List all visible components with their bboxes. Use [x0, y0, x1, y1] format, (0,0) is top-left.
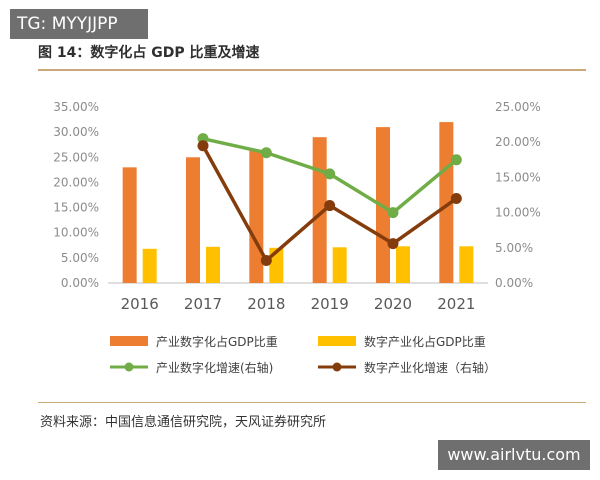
left-tick-label: 30.00%	[53, 125, 99, 139]
line-point	[450, 193, 462, 205]
tag-label: TG: MYYJJPP	[10, 9, 148, 39]
left-tick-label: 10.00%	[53, 226, 99, 240]
right-tick-label: 15.00%	[495, 170, 541, 184]
x-tick-label: 2018	[247, 295, 285, 313]
source-divider	[38, 402, 586, 403]
line-point	[197, 140, 209, 152]
x-tick-label: 2020	[374, 295, 412, 313]
line-point	[387, 238, 399, 250]
x-tick-label: 2017	[184, 295, 222, 313]
line-point	[324, 168, 336, 180]
chart-title: 图 14：数字化占 GDP 比重及增速	[38, 45, 260, 61]
bar	[332, 247, 347, 283]
line-point	[260, 254, 272, 266]
lines-layer	[197, 133, 462, 266]
bar	[249, 149, 264, 283]
legend-marker	[124, 362, 134, 372]
legend-label: 数字产业化增速（右轴）	[364, 360, 496, 375]
right-tick-label: 5.00%	[495, 241, 533, 255]
bar	[122, 167, 137, 283]
source-note: 资料来源：中国信息通信研究院，天风证券研究所	[40, 415, 327, 430]
legend-marker	[332, 362, 342, 372]
legend-label: 产业数字化增速(右轴)	[156, 360, 273, 375]
bar	[312, 137, 327, 283]
combo-chart: 0.00% 5.00% 10.00% 15.00% 20.00% 25.00% 30.00%…	[53, 100, 541, 375]
bar	[206, 246, 220, 283]
right-axis-ticks: 0.00% 5.00% 10.00% 15.00% 20.00% 25.00%	[495, 100, 541, 290]
bar	[142, 248, 157, 283]
legend-swatch	[110, 336, 148, 346]
x-axis-ticks: 2016 2017 2018 2019 2020 2021	[121, 295, 476, 313]
line-point	[324, 200, 336, 212]
left-axis-ticks: 0.00% 5.00% 10.00% 15.00% 20.00% 25.00% 30.00%…	[53, 100, 99, 290]
left-tick-label: 15.00%	[53, 201, 99, 215]
bars-layer	[122, 122, 474, 283]
left-tick-label: 20.00%	[53, 175, 99, 189]
right-tick-label: 10.00%	[495, 206, 541, 220]
x-tick-label: 2021	[437, 295, 475, 313]
x-tick-label: 2019	[311, 295, 349, 313]
left-tick-label: 0.00%	[61, 276, 99, 290]
right-tick-label: 25.00%	[495, 100, 541, 114]
left-tick-label: 35.00%	[53, 100, 99, 114]
right-tick-label: 0.00%	[495, 276, 533, 290]
watermark: www.airlvtu.com	[438, 440, 590, 470]
bar	[459, 246, 474, 283]
legend-label: 产业数字化占GDP比重	[156, 334, 278, 349]
bar	[186, 157, 200, 283]
legend-swatch	[318, 336, 356, 346]
right-tick-label: 20.00%	[495, 135, 541, 149]
line-point	[450, 154, 462, 166]
left-tick-label: 25.00%	[53, 150, 99, 164]
left-tick-label: 5.00%	[61, 251, 99, 265]
x-tick-label: 2016	[121, 295, 159, 313]
title-divider	[38, 69, 586, 71]
line-point	[387, 207, 399, 219]
bar	[439, 122, 454, 283]
bar	[396, 246, 410, 283]
legend-label: 数字产业化占GDP比重	[364, 334, 486, 349]
line-point	[260, 147, 272, 159]
